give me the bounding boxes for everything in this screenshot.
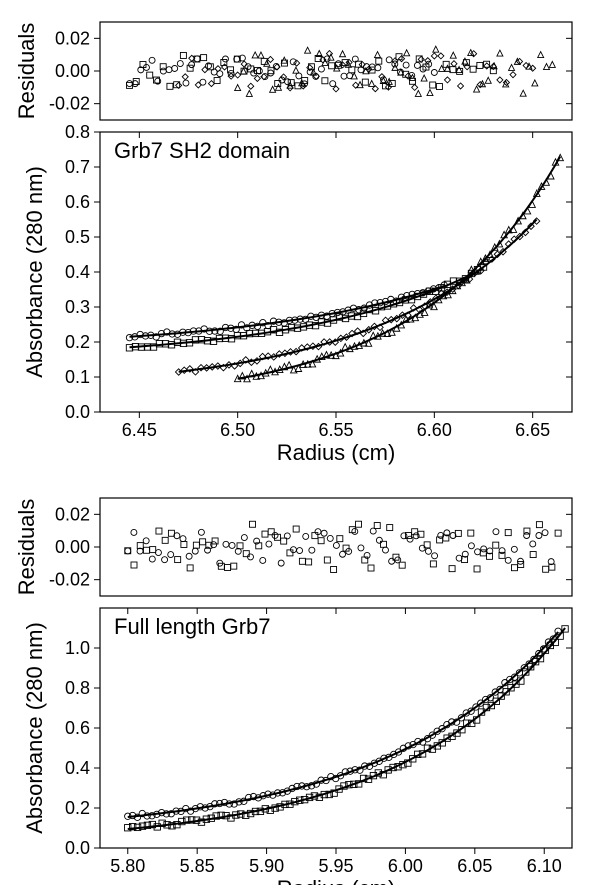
- svg-text:0.2: 0.2: [65, 332, 90, 352]
- x-axis-label: Radius (cm): [277, 876, 396, 885]
- svg-text:0.00: 0.00: [55, 537, 90, 557]
- svg-text:0.6: 0.6: [65, 718, 90, 738]
- svg-text:0.4: 0.4: [65, 758, 90, 778]
- svg-text:5.80: 5.80: [110, 856, 145, 876]
- svg-text:5.90: 5.90: [249, 856, 284, 876]
- svg-text:5.95: 5.95: [318, 856, 353, 876]
- y-axis-label: Residuals: [14, 23, 39, 120]
- y-axis-label: Absorbance (280 nm): [22, 166, 47, 378]
- svg-text:1.0: 1.0: [65, 638, 90, 658]
- panel-title: Full length Grb7: [114, 614, 271, 639]
- svg-text:0.02: 0.02: [55, 28, 90, 48]
- svg-text:0.1: 0.1: [65, 367, 90, 387]
- svg-text:0.00: 0.00: [55, 61, 90, 81]
- figure-svg: -0.02 0.00 0.02 0.0 0.1 0.2 0.3 0.4 0.5 0.6 0.7 0.8…: [0, 0, 600, 885]
- svg-text:6.65: 6.65: [515, 420, 550, 440]
- y-axis-label: Absorbance (280 nm): [22, 622, 47, 834]
- svg-text:0.02: 0.02: [55, 504, 90, 524]
- svg-text:0.2: 0.2: [65, 798, 90, 818]
- svg-text:6.05: 6.05: [457, 856, 492, 876]
- x-axis-label: Radius (cm): [277, 440, 396, 465]
- svg-text:0.7: 0.7: [65, 157, 90, 177]
- svg-text:5.85: 5.85: [180, 856, 215, 876]
- svg-text:6.50: 6.50: [220, 420, 255, 440]
- svg-text:6.60: 6.60: [417, 420, 452, 440]
- svg-text:0.8: 0.8: [65, 678, 90, 698]
- svg-text:6.10: 6.10: [527, 856, 562, 876]
- svg-text:-0.02: -0.02: [49, 570, 90, 590]
- svg-text:0.4: 0.4: [65, 262, 90, 282]
- svg-text:6.55: 6.55: [318, 420, 353, 440]
- svg-text:0.0: 0.0: [65, 838, 90, 858]
- y-axis-label: Residuals: [14, 499, 39, 596]
- svg-text:6.00: 6.00: [388, 856, 423, 876]
- svg-text:0.8: 0.8: [65, 122, 90, 142]
- panel-title: Grb7 SH2 domain: [114, 138, 290, 163]
- svg-text:0.0: 0.0: [65, 402, 90, 422]
- svg-text:6.45: 6.45: [122, 420, 157, 440]
- svg-text:0.3: 0.3: [65, 297, 90, 317]
- svg-text:0.5: 0.5: [65, 227, 90, 247]
- svg-text:-0.02: -0.02: [49, 94, 90, 114]
- svg-text:0.6: 0.6: [65, 192, 90, 212]
